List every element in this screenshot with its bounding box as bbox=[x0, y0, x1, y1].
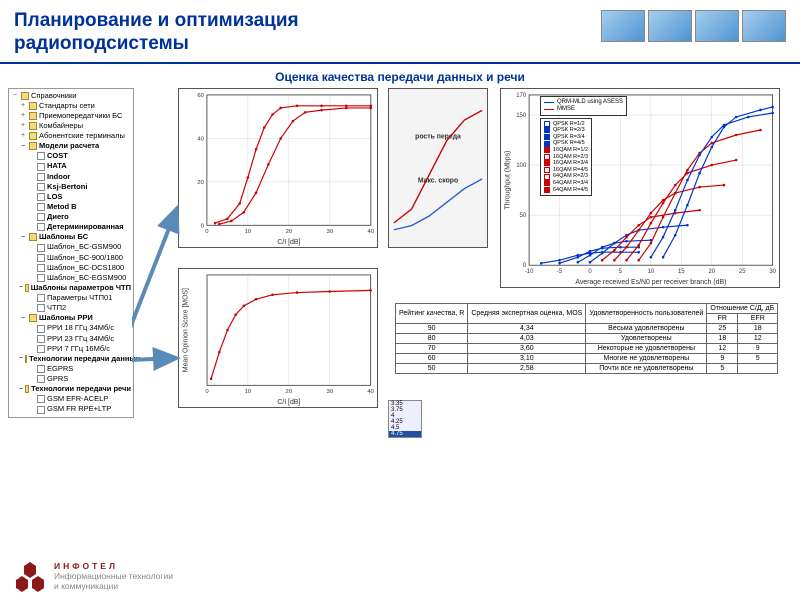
tree-item[interactable]: HATA bbox=[11, 161, 131, 171]
svg-text:170: 170 bbox=[516, 93, 527, 99]
tree-item[interactable]: −Шаблоны параметров ЧТП bbox=[11, 283, 131, 293]
tree-item[interactable]: −Справочники bbox=[11, 91, 131, 101]
main-content: −Справочники+Стандарты сети+Приемопереда… bbox=[0, 88, 800, 418]
tree-item[interactable]: −Шаблоны РРИ bbox=[11, 313, 131, 323]
tree-item[interactable]: +Комбайнеры bbox=[11, 121, 131, 131]
title-line-2: радиоподсистемы bbox=[14, 33, 299, 56]
chart-overlay: рость переда Макс. скоро bbox=[388, 88, 488, 248]
subtitle: Оценка качества передачи данных и речи bbox=[0, 70, 800, 84]
svg-text:20: 20 bbox=[197, 179, 204, 185]
thumb-icon bbox=[695, 10, 739, 42]
svg-text:0: 0 bbox=[588, 269, 592, 275]
tree-item[interactable]: Шаблон_БС-900/1800 bbox=[11, 253, 131, 263]
tree-item[interactable]: +Абонентские терминалы bbox=[11, 131, 131, 141]
svg-text:C/I [dB]: C/I [dB] bbox=[277, 399, 300, 406]
svg-text:20: 20 bbox=[286, 389, 293, 395]
tree-item[interactable]: LOS bbox=[11, 192, 131, 202]
tree-item[interactable]: РРИ 18 ГГц 34Мб/с bbox=[11, 323, 131, 333]
svg-text:20: 20 bbox=[708, 269, 715, 275]
svg-text:30: 30 bbox=[326, 389, 333, 395]
tree-item[interactable]: Indoor bbox=[11, 172, 131, 182]
thumb-icon bbox=[648, 10, 692, 42]
svg-text:Mean Opinion Score [MOS]: Mean Opinion Score [MOS] bbox=[182, 288, 189, 372]
svg-text:Макс. скоро: Макс. скоро bbox=[418, 177, 458, 184]
svg-text:5: 5 bbox=[619, 269, 623, 275]
svg-text:10: 10 bbox=[245, 229, 252, 235]
quality-table: Рейтинг качества, RСредняя экспертная оц… bbox=[395, 303, 778, 374]
footer-tagline-2: и коммуникации bbox=[54, 581, 173, 591]
header: Планирование и оптимизация радиоподсисте… bbox=[0, 0, 800, 64]
tree-item[interactable]: GSM EFR-ACELP bbox=[11, 394, 131, 404]
tree-item[interactable]: −Шаблоны БС bbox=[11, 232, 131, 242]
svg-text:0: 0 bbox=[205, 229, 209, 235]
svg-text:0: 0 bbox=[201, 223, 205, 229]
tree-item[interactable]: Шаблон_БС-EGSM900 bbox=[11, 273, 131, 283]
tree-item[interactable]: РРИ 23 ГГц 34Мб/с bbox=[11, 334, 131, 344]
svg-text:Average received Es/N0 per rec: Average received Es/N0 per receiver bran… bbox=[575, 279, 726, 286]
tree-item[interactable]: EGPRS bbox=[11, 364, 131, 374]
title-line-1: Планирование и оптимизация bbox=[14, 10, 299, 33]
chart-area: 0 10 20 30 40 0 20 40 60 C/I [dB] 0 10 20 30 40 C/I [dB… bbox=[140, 88, 792, 418]
footer: ИНФОТЕЛ Информационные технологии и комм… bbox=[14, 560, 173, 592]
tree-item[interactable]: −Технологии передачи речи bbox=[11, 384, 131, 394]
tree-item[interactable]: GSM FR RPE+LTP bbox=[11, 404, 131, 414]
svg-text:C/I [dB]: C/I [dB] bbox=[277, 239, 300, 246]
svg-text:10: 10 bbox=[245, 389, 252, 395]
tree-item[interactable]: Детерминированная bbox=[11, 222, 131, 232]
legend-algorithms: QRM-MLD using ASESSMMSE bbox=[540, 96, 627, 116]
svg-text:-5: -5 bbox=[557, 269, 563, 275]
tree-item[interactable]: +Стандарты сети bbox=[11, 101, 131, 111]
tree-item[interactable]: ЧТП2 bbox=[11, 303, 131, 313]
tree-item[interactable]: −Технологии передачи данных bbox=[11, 354, 131, 364]
tree-item[interactable]: −Модели расчета bbox=[11, 141, 131, 151]
logo-icon bbox=[14, 560, 46, 592]
svg-text:60: 60 bbox=[197, 92, 204, 98]
page-title: Планирование и оптимизация радиоподсисте… bbox=[14, 10, 299, 56]
svg-text:50: 50 bbox=[520, 213, 527, 219]
footer-tagline-1: Информационные технологии bbox=[54, 571, 173, 581]
thumb-icon bbox=[601, 10, 645, 42]
footer-brand: ИНФОТЕЛ bbox=[54, 561, 173, 571]
tree-item[interactable]: Диего bbox=[11, 212, 131, 222]
tree-item[interactable]: Шаблон_БС-GSM900 bbox=[11, 242, 131, 252]
svg-text:40: 40 bbox=[197, 136, 204, 142]
chart: 0 10 20 30 40 C/I [dB] Mean Opinion Score [MOS… bbox=[178, 268, 378, 408]
tree-item[interactable]: Ksj-Bertoni bbox=[11, 182, 131, 192]
footer-text: ИНФОТЕЛ Информационные технологии и комм… bbox=[54, 561, 173, 592]
tree-item[interactable]: Параметры ЧТП01 bbox=[11, 293, 131, 303]
tree-item[interactable]: Шаблон_БС-DCS1800 bbox=[11, 263, 131, 273]
chart: 0 10 20 30 40 0 20 40 60 C/I [dB] bbox=[178, 88, 378, 248]
value-snippet: 3.353.7544.254.54.75 bbox=[388, 400, 422, 438]
svg-text:30: 30 bbox=[769, 269, 776, 275]
svg-text:150: 150 bbox=[516, 113, 527, 119]
svg-text:40: 40 bbox=[368, 229, 375, 235]
svg-text:30: 30 bbox=[327, 229, 334, 235]
svg-text:10: 10 bbox=[648, 269, 655, 275]
tree-item[interactable]: GPRS bbox=[11, 374, 131, 384]
svg-text:рость переда: рость переда bbox=[415, 133, 461, 140]
thumb-icon bbox=[742, 10, 786, 42]
svg-text:20: 20 bbox=[286, 229, 293, 235]
svg-text:0: 0 bbox=[205, 389, 209, 395]
svg-text:Throughput (Mbps): Throughput (Mbps) bbox=[504, 150, 511, 209]
legend-modulation: QPSK R=1/2QPSK R=2/3QPSK R=3/4QPSK R=4/5… bbox=[540, 118, 592, 197]
svg-text:40: 40 bbox=[367, 389, 374, 395]
svg-text:-10: -10 bbox=[525, 269, 534, 275]
svg-text:25: 25 bbox=[739, 269, 746, 275]
tree-item[interactable]: РРИ 7 ГГц 16Мб/с bbox=[11, 344, 131, 354]
tree-panel[interactable]: −Справочники+Стандарты сети+Приемопереда… bbox=[8, 88, 134, 418]
tree-item[interactable]: Metod B bbox=[11, 202, 131, 212]
tree-item[interactable]: COST bbox=[11, 151, 131, 161]
tree-item[interactable]: +Приемопередатчики БС bbox=[11, 111, 131, 121]
svg-text:15: 15 bbox=[678, 269, 685, 275]
svg-text:100: 100 bbox=[516, 163, 527, 169]
header-thumbnails bbox=[601, 10, 786, 42]
